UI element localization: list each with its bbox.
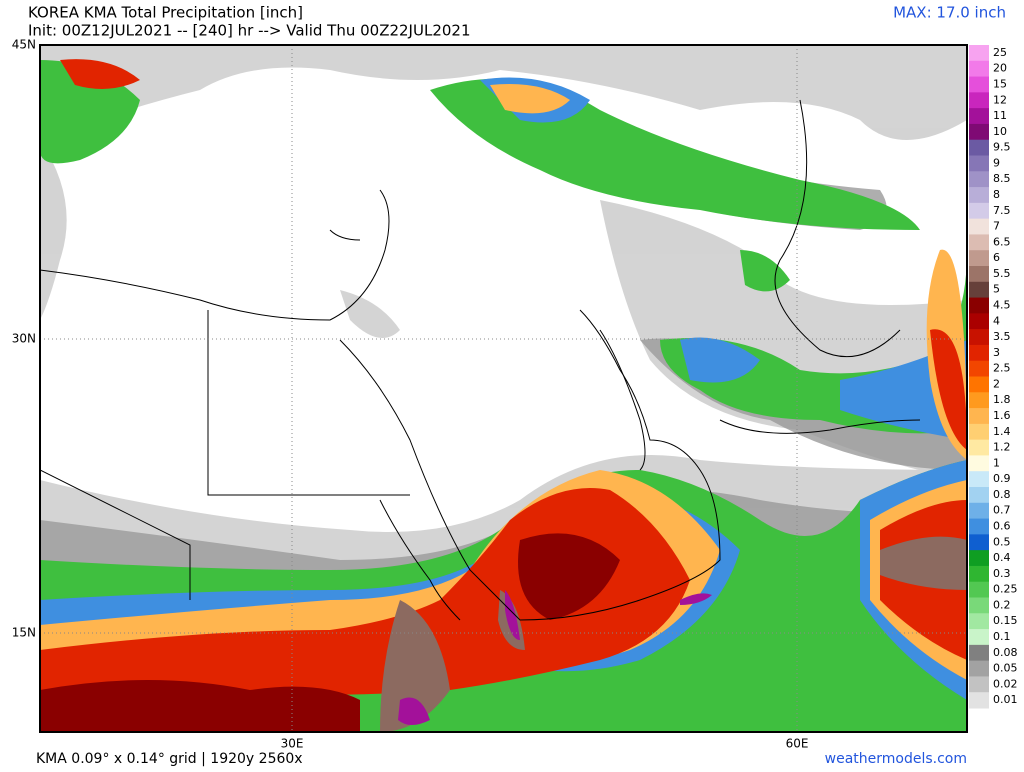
colorbar-swatch xyxy=(969,408,989,425)
colorbar-swatch xyxy=(969,297,989,314)
colorbar-label: 0.1 xyxy=(993,630,1011,643)
colorbar-swatch xyxy=(969,565,989,583)
lat-label: 30N xyxy=(12,332,36,346)
colorbar-swatch xyxy=(969,613,989,630)
subtitle: Init: 00Z12JUL2021 -- [240] hr --> Valid… xyxy=(28,22,471,40)
colorbar-swatch xyxy=(969,455,989,472)
site: weathermodels.com xyxy=(825,751,967,767)
map xyxy=(40,45,967,732)
title: KOREA KMA Total Precipitation [inch] xyxy=(28,4,303,22)
colorbar-label: 1.2 xyxy=(993,441,1011,454)
colorbar-label: 2 xyxy=(993,377,1000,390)
colorbar-label: 3.5 xyxy=(993,330,1011,343)
colorbar-swatch xyxy=(969,155,989,172)
colorbar-label: 7 xyxy=(993,220,1000,233)
grid-info: KMA 0.09° x 0.14° grid | 1920y 2560x xyxy=(36,751,303,767)
colorbar-label: 5.5 xyxy=(993,267,1011,280)
colorbar-label: 5 xyxy=(993,283,1000,296)
max-value: MAX: 17.0 inch xyxy=(893,4,1006,22)
colorbar-label: 9 xyxy=(993,156,1000,169)
colorbar-label: 6.5 xyxy=(993,235,1011,248)
colorbar-swatch xyxy=(969,92,989,109)
colorbar-swatch xyxy=(969,60,989,78)
colorbar-swatch xyxy=(969,313,989,330)
colorbar-swatch xyxy=(969,439,989,456)
colorbar-label: 6 xyxy=(993,251,1000,264)
colorbar-label: 0.15 xyxy=(993,614,1018,627)
colorbar-label: 1.4 xyxy=(993,425,1011,438)
colorbar-label: 1 xyxy=(993,456,1000,469)
colorbar-label: 1.8 xyxy=(993,393,1011,406)
colorbar-label: 1.6 xyxy=(993,409,1011,422)
colorbar-swatch xyxy=(969,423,989,441)
colorbar-label: 8 xyxy=(993,188,1000,201)
lon-label: 30E xyxy=(281,737,304,751)
colorbar-swatch xyxy=(969,692,989,709)
colorbar-swatch xyxy=(969,644,989,662)
colorbar-label: 12 xyxy=(993,93,1007,106)
colorbar-label: 2.5 xyxy=(993,362,1011,375)
colorbar-swatch xyxy=(969,676,989,693)
colorbar-label: 25 xyxy=(993,46,1007,59)
colorbar-swatch xyxy=(969,202,989,220)
colorbar-swatch xyxy=(969,629,989,646)
colorbar-label: 0.08 xyxy=(993,646,1018,659)
colorbar-swatch xyxy=(969,550,989,567)
colorbar-label: 0.5 xyxy=(993,535,1011,548)
colorbar-label: 0.3 xyxy=(993,567,1011,580)
colorbar-label: 0.2 xyxy=(993,598,1011,611)
colorbar-label: 15 xyxy=(993,77,1007,90)
colorbar-swatch xyxy=(969,171,989,188)
colorbar-swatch xyxy=(969,76,989,93)
colorbar-label: 0.9 xyxy=(993,472,1011,485)
colorbar-swatch xyxy=(969,360,989,377)
colorbar-swatch xyxy=(969,534,989,551)
colorbar-label: 0.01 xyxy=(993,693,1018,706)
colorbar-swatch xyxy=(969,187,989,204)
colorbar-swatch xyxy=(969,123,989,141)
colorbar-label: 4.5 xyxy=(993,298,1011,311)
colorbar-swatch xyxy=(969,234,989,251)
colorbar-label: 0.02 xyxy=(993,677,1018,690)
lat-label: 45N xyxy=(12,38,36,52)
colorbar-swatch xyxy=(969,329,989,346)
colorbar-label: 0.7 xyxy=(993,504,1011,517)
map-frame xyxy=(39,44,968,733)
colorbar-label: 0.6 xyxy=(993,519,1011,532)
colorbar-label: 4 xyxy=(993,314,1000,327)
colorbar: 2520151211109.598.587.576.565.554.543.53… xyxy=(969,45,1018,709)
colorbar-label: 0.25 xyxy=(993,583,1018,596)
colorbar-label: 0.4 xyxy=(993,551,1011,564)
colorbar-label: 7.5 xyxy=(993,204,1011,217)
lat-label: 15N xyxy=(12,626,36,640)
lon-label: 60E xyxy=(786,737,809,751)
colorbar-swatch xyxy=(969,344,989,362)
colorbar-swatch xyxy=(969,139,989,156)
colorbar-label: 9.5 xyxy=(993,141,1011,154)
colorbar-swatch xyxy=(969,266,989,283)
colorbar-swatch xyxy=(969,250,989,267)
colorbar-label: 11 xyxy=(993,109,1007,122)
colorbar-swatch xyxy=(969,218,989,235)
colorbar-label: 8.5 xyxy=(993,172,1011,185)
colorbar-swatch xyxy=(969,518,989,535)
colorbar-swatch xyxy=(969,502,989,520)
colorbar-swatch xyxy=(969,597,989,614)
colorbar-swatch xyxy=(969,660,989,677)
colorbar-swatch xyxy=(969,108,989,125)
colorbar-label: 0.8 xyxy=(993,488,1011,501)
colorbar-label: 3 xyxy=(993,346,1000,359)
colorbar-swatch xyxy=(969,581,989,598)
colorbar-label: 10 xyxy=(993,125,1007,138)
colorbar-label: 0.05 xyxy=(993,662,1018,675)
colorbar-swatch xyxy=(969,376,989,393)
colorbar-swatch xyxy=(969,471,989,488)
colorbar-swatch xyxy=(969,281,989,299)
colorbar-label: 20 xyxy=(993,62,1007,75)
colorbar-swatch xyxy=(969,487,989,504)
colorbar-swatch xyxy=(969,45,989,62)
colorbar-swatch xyxy=(969,392,989,409)
